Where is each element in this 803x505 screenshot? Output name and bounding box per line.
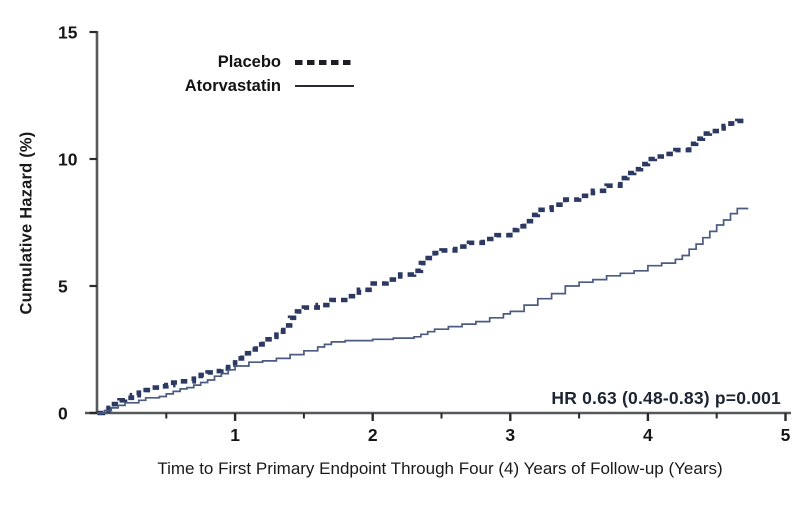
legend-item-placebo: Placebo — [148, 50, 354, 74]
x-tick-label: 4 — [643, 425, 653, 445]
x-tick-label: 3 — [505, 425, 515, 445]
y-tick-label: 5 — [58, 277, 68, 297]
y-tick-label: 10 — [58, 150, 78, 170]
y-axis-title: Cumulative Hazard (%) — [17, 131, 36, 315]
atorvastatin-curve — [97, 207, 749, 414]
legend-item-atorvastatin: Atorvastatin — [148, 74, 354, 98]
x-tick-label: 2 — [368, 425, 378, 445]
hazard-ratio-annotation: HR 0.63 (0.48-0.83) p=0.001 — [551, 388, 781, 408]
y-tick-label: 0 — [58, 404, 68, 424]
placebo-curve — [97, 118, 750, 416]
legend-label-atorvastatin: Atorvastatin — [184, 76, 281, 95]
legend-dashed-line-swatch — [295, 59, 354, 65]
legend-label-placebo: Placebo — [217, 52, 281, 71]
x-tick-label: 5 — [781, 425, 791, 445]
x-axis-title: Time to First Primary Endpoint Through F… — [157, 459, 723, 478]
y-tick-label: 15 — [58, 23, 78, 43]
x-tick-label: 1 — [230, 425, 240, 445]
legend-solid-line-swatch — [295, 84, 354, 88]
legend: Placebo Atorvastatin — [148, 50, 354, 98]
